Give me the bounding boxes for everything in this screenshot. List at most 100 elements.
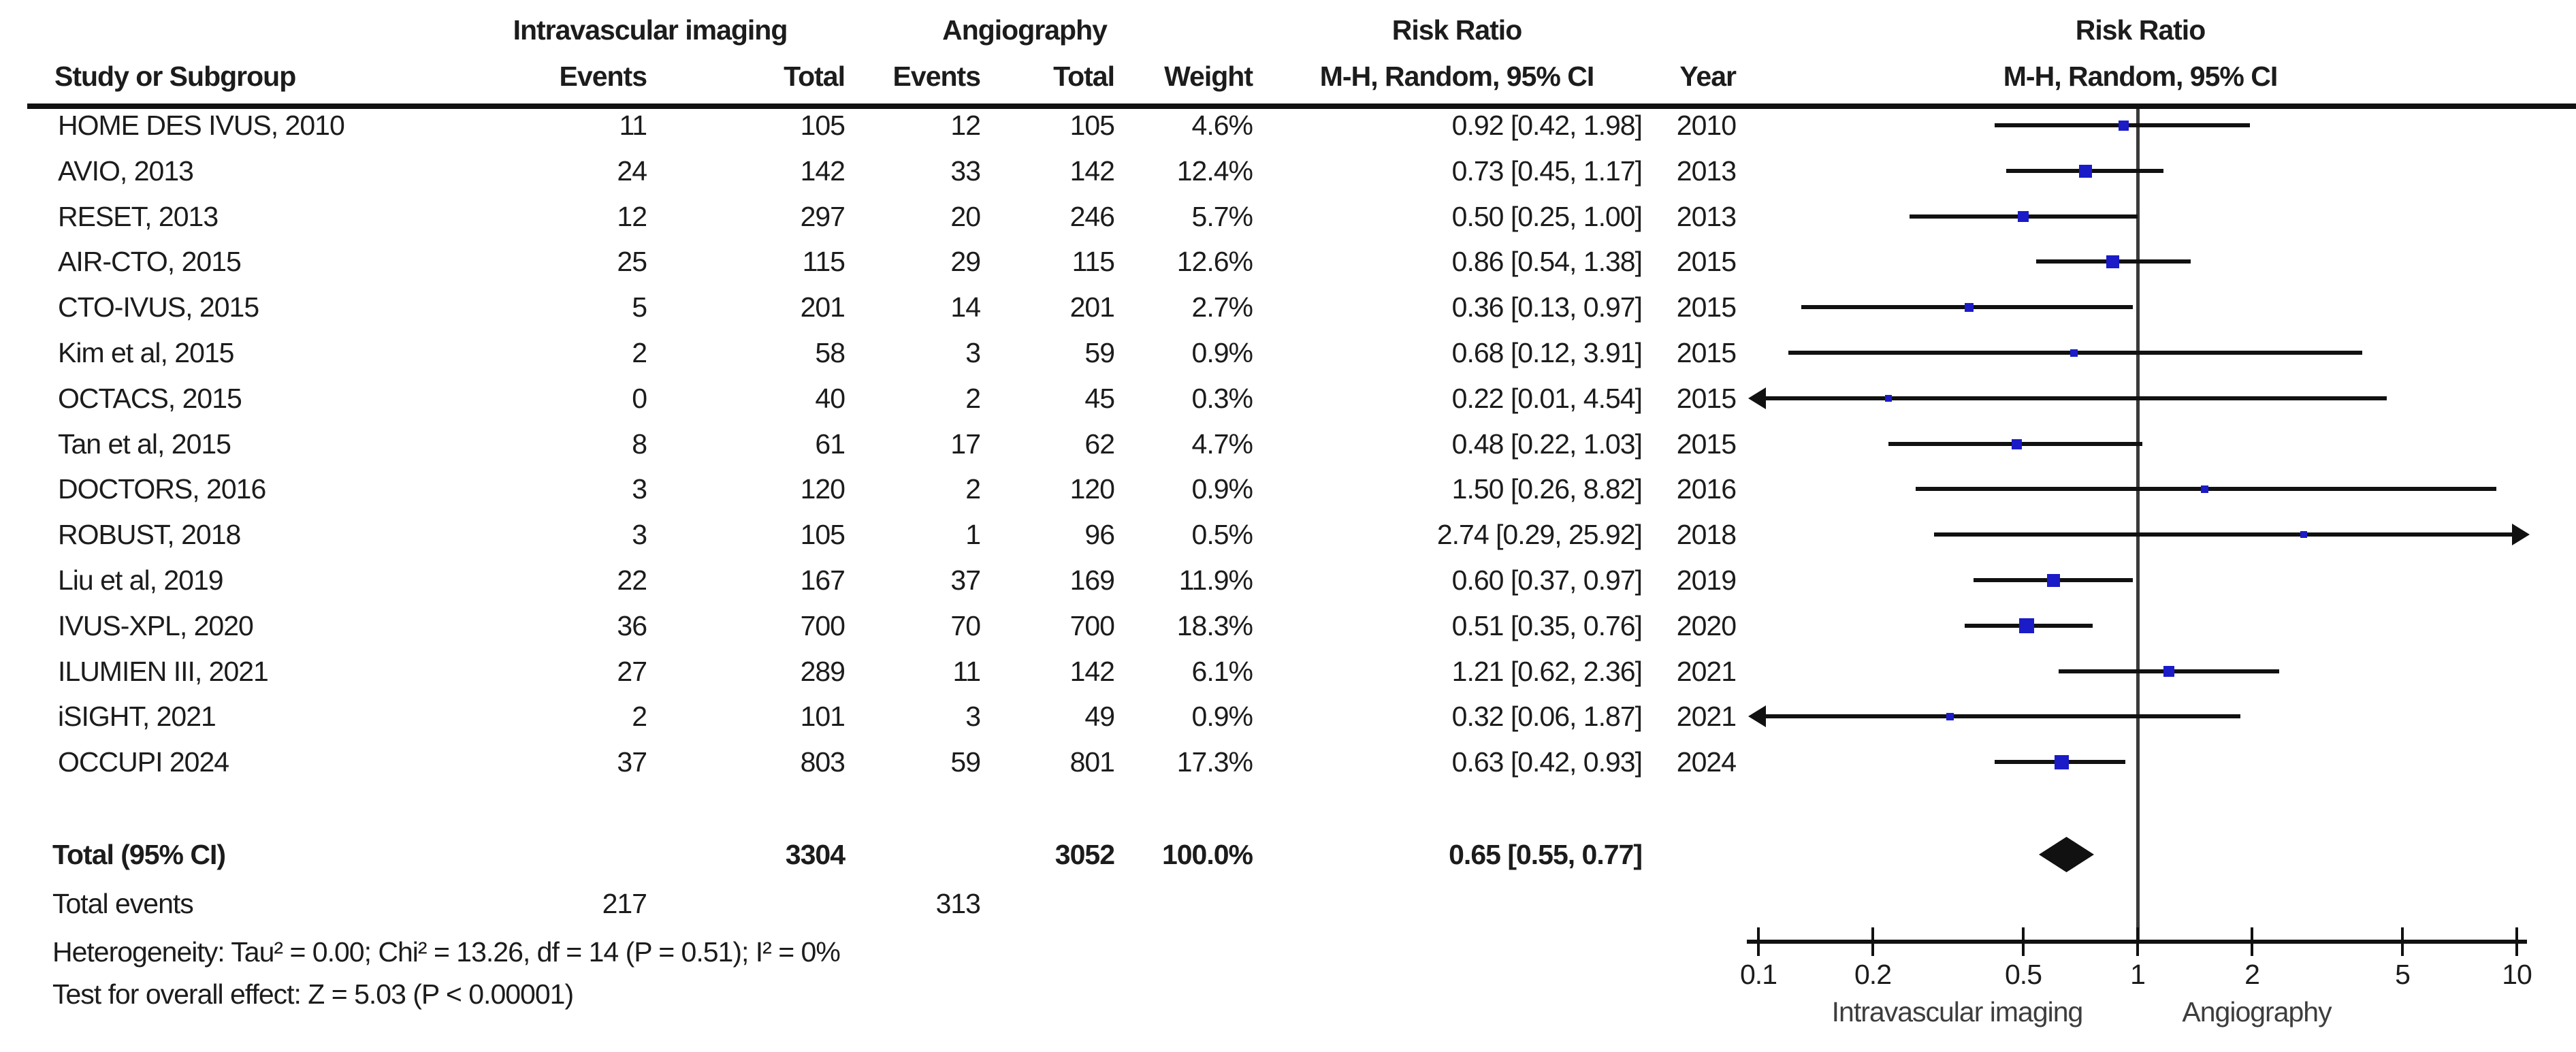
year-cell: 2021 xyxy=(1676,701,1737,732)
year-cell: 2018 xyxy=(1676,519,1737,550)
col-year-header: Year xyxy=(1679,61,1737,92)
total2-cell: 49 xyxy=(1084,701,1115,732)
year-cell: 2010 xyxy=(1676,110,1737,141)
arrow-right-icon xyxy=(2512,524,2530,545)
events1-cell: 2 xyxy=(632,337,647,368)
events1-cell: 24 xyxy=(617,155,647,187)
events2-cell: 12 xyxy=(950,110,981,141)
events1-cell: 0 xyxy=(632,383,647,414)
total1-cell: 142 xyxy=(800,155,846,187)
weight-cell: 0.5% xyxy=(1191,519,1253,550)
study-name: ILUMIEN III, 2021 xyxy=(58,656,269,687)
weight-cell: 12.6% xyxy=(1176,246,1253,277)
total-events-1: 217 xyxy=(602,888,647,919)
effect-marker xyxy=(2079,165,2092,178)
total-label: Total (95% CI) xyxy=(52,839,226,870)
study-name: iSIGHT, 2021 xyxy=(58,701,216,732)
study-name: Kim et al, 2015 xyxy=(58,337,234,368)
rr-ci-cell: 0.60 [0.37, 0.97] xyxy=(1451,564,1643,596)
favors-right-label: Angiography xyxy=(2182,996,2332,1027)
plot-rr-ci-header: M-H, Random, 95% CI xyxy=(2003,61,2278,92)
weight-cell: 0.9% xyxy=(1191,337,1253,368)
events2-cell: 59 xyxy=(950,746,981,778)
year-cell: 2015 xyxy=(1676,428,1737,460)
study-name: OCCUPI 2024 xyxy=(58,746,229,778)
summary-diamond xyxy=(2039,837,2094,872)
effect-marker xyxy=(2019,618,2034,633)
total2-cell: 105 xyxy=(1069,110,1115,141)
total1-cell: 803 xyxy=(800,746,846,778)
axis-tick-label: 10 xyxy=(2502,959,2532,990)
year-cell: 2024 xyxy=(1676,746,1737,778)
rr-ci-cell: 0.63 [0.42, 0.93] xyxy=(1451,746,1643,778)
axis-tick xyxy=(2136,927,2139,956)
total-ci: 0.65 [0.55, 0.77] xyxy=(1449,839,1643,870)
group2-header: Angiography xyxy=(942,14,1108,46)
rr-ci-cell: 0.92 [0.42, 1.98] xyxy=(1451,110,1643,141)
total-weight: 100.0% xyxy=(1161,839,1253,870)
weight-cell: 4.6% xyxy=(1191,110,1253,141)
events2-cell: 14 xyxy=(950,291,981,323)
study-name: AIR-CTO, 2015 xyxy=(58,246,242,277)
year-cell: 2015 xyxy=(1676,337,1737,368)
total1-cell: 297 xyxy=(800,201,846,232)
ci-line xyxy=(1765,714,2241,718)
axis-tick xyxy=(2022,927,2025,956)
events1-cell: 11 xyxy=(619,110,647,141)
effect-marker xyxy=(2163,666,2174,677)
effect-marker xyxy=(2018,211,2029,222)
total1-cell: 201 xyxy=(800,291,846,323)
year-cell: 2019 xyxy=(1676,564,1737,596)
study-name: DOCTORS, 2016 xyxy=(58,473,266,505)
axis-tick-label: 0.1 xyxy=(1740,959,1777,990)
total1-cell: 40 xyxy=(815,383,846,414)
events1-cell: 8 xyxy=(632,428,647,460)
total2-cell: 96 xyxy=(1084,519,1115,550)
year-cell: 2016 xyxy=(1676,473,1737,505)
events2-cell: 29 xyxy=(950,246,981,277)
total1-cell: 61 xyxy=(815,428,846,460)
year-cell: 2013 xyxy=(1676,155,1737,187)
weight-cell: 0.3% xyxy=(1191,383,1253,414)
total1-cell: 105 xyxy=(800,519,846,550)
col-total1-header: Total xyxy=(784,61,846,92)
effect-marker xyxy=(2070,349,2078,357)
favors-left-label: Intravascular imaging xyxy=(1831,996,2084,1027)
events1-cell: 25 xyxy=(617,246,647,277)
effect-marker xyxy=(2201,485,2208,493)
events2-cell: 3 xyxy=(965,701,981,732)
year-cell: 2020 xyxy=(1676,610,1737,641)
study-name: AVIO, 2013 xyxy=(58,155,194,187)
total2-cell: 142 xyxy=(1069,656,1115,687)
year-cell: 2013 xyxy=(1676,201,1737,232)
rr-ci-cell: 0.48 [0.22, 1.03] xyxy=(1451,428,1643,460)
events1-cell: 3 xyxy=(632,473,647,505)
total1-cell: 58 xyxy=(815,337,846,368)
total-n1: 3304 xyxy=(785,839,846,870)
axis-tick xyxy=(2251,927,2253,956)
axis-tick-label: 1 xyxy=(2130,959,2146,990)
axis-tick xyxy=(2515,927,2518,956)
no-effect-line xyxy=(2136,109,2140,944)
axis-tick-label: 2 xyxy=(2244,959,2260,990)
total2-cell: 700 xyxy=(1069,610,1115,641)
total-n2: 3052 xyxy=(1054,839,1115,870)
arrow-left-icon xyxy=(1748,705,1766,727)
effect-marker xyxy=(2047,574,2060,587)
risk-ratio-title: Risk Ratio xyxy=(1391,14,1522,46)
axis-tick-label: 5 xyxy=(2395,959,2411,990)
year-cell: 2015 xyxy=(1676,291,1737,323)
axis-tick-label: 0.2 xyxy=(1854,959,1892,990)
rr-ci-cell: 0.22 [0.01, 4.54] xyxy=(1451,383,1643,414)
rr-ci-cell: 2.74 [0.29, 25.92] xyxy=(1436,519,1643,550)
study-name: IVUS-XPL, 2020 xyxy=(58,610,254,641)
effect-marker xyxy=(1965,303,1974,312)
axis-tick-label: 0.5 xyxy=(2005,959,2042,990)
total2-cell: 201 xyxy=(1069,291,1115,323)
events2-cell: 2 xyxy=(965,383,981,414)
col-events2-header: Events xyxy=(892,61,981,92)
axis-tick xyxy=(1871,927,1874,956)
ci-line xyxy=(1765,396,2387,400)
effect-marker xyxy=(1885,395,1892,402)
weight-cell: 12.4% xyxy=(1176,155,1253,187)
